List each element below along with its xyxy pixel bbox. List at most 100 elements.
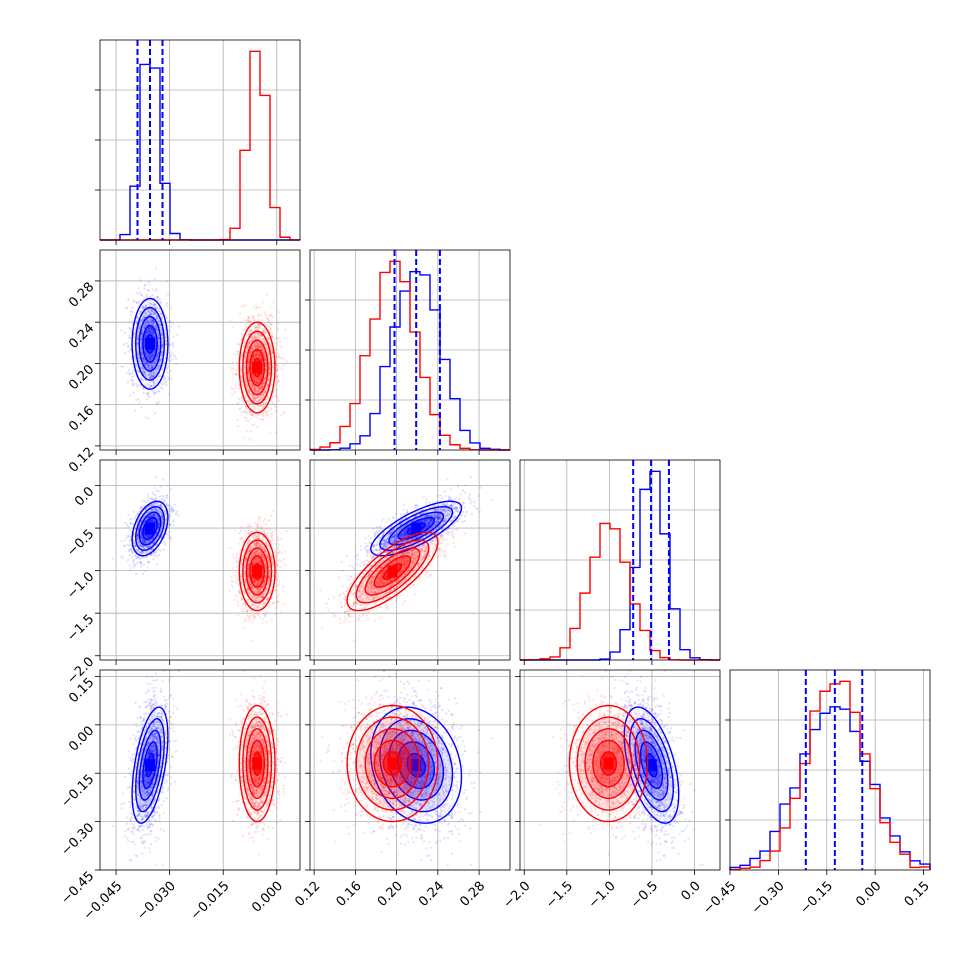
x-tick-label-2: −2.0 [501, 879, 534, 912]
histogram-1 [309, 260, 510, 451]
y-tick-label-3: 0.00 [66, 724, 97, 755]
y-tick-label-2: 0.0 [72, 484, 97, 509]
density-peak-0 [411, 759, 422, 772]
scatter-points-0 [340, 669, 493, 867]
contour-1 [355, 716, 430, 811]
contour-0 [138, 315, 162, 372]
contour-0 [370, 706, 463, 824]
x-tick-label-1: 0.28 [457, 879, 488, 910]
contour-0 [131, 500, 169, 557]
panel-3-2 [515, 669, 721, 875]
x-tick-label-3: −0.15 [797, 879, 836, 918]
y-tick-label-2: −1.0 [64, 569, 97, 602]
x-tick-label-3: −0.30 [749, 879, 788, 918]
histogram-0 [520, 470, 720, 661]
density-peak-1 [603, 757, 614, 770]
y-tick-label-1: 0.16 [66, 403, 97, 434]
contour-1 [242, 716, 273, 811]
y-tick-label-1: 0.20 [66, 362, 97, 393]
histogram-0 [310, 270, 510, 451]
y-tick-label-1: 0.12 [66, 445, 97, 476]
contour-1 [249, 739, 265, 788]
x-tick-label-1: 0.12 [292, 879, 323, 910]
panel-3-0 [95, 669, 301, 875]
contour-0 [406, 752, 427, 778]
y-tick-label-3: −0.30 [59, 820, 98, 859]
x-tick-label-2: −1.0 [586, 879, 619, 912]
contour-1 [364, 547, 421, 596]
contour-1 [238, 321, 276, 414]
contour-1 [238, 531, 276, 612]
contour-1 [249, 348, 265, 387]
x-tick-label-1: 0.20 [375, 879, 406, 910]
histogram-1 [729, 680, 931, 871]
contour-0 [142, 516, 158, 541]
contour-0 [134, 505, 166, 552]
contour-1 [592, 739, 625, 788]
density-peak-0 [145, 337, 155, 350]
y-tick-label-1: 0.24 [66, 321, 97, 352]
contour-1 [245, 339, 269, 396]
panel-frame [99, 249, 301, 451]
density-peak-1 [252, 757, 263, 770]
contour-0 [131, 297, 169, 390]
contour-0 [131, 706, 169, 824]
x-tick-label-3: −0.45 [701, 879, 740, 918]
x-tick-label-0: 0.000 [249, 879, 286, 916]
contour-1 [373, 739, 412, 788]
x-tick-label-1: 0.16 [334, 879, 365, 910]
contour-0 [634, 729, 669, 801]
panel-3-1 [305, 669, 511, 875]
contour-1 [364, 727, 421, 800]
contour-0 [397, 516, 436, 541]
contour-0 [142, 324, 158, 363]
contour-0 [379, 505, 454, 551]
x-tick-label-2: −0.5 [628, 879, 661, 912]
x-tick-label-3: 0.15 [902, 879, 933, 910]
contour-1 [382, 751, 403, 776]
panel-0-0 [95, 39, 301, 245]
contour-0 [138, 511, 162, 546]
contour-0 [142, 741, 158, 790]
density-peak-1 [387, 757, 398, 770]
panel-frame [309, 669, 511, 871]
x-tick-label-0: −0.015 [188, 879, 233, 924]
contour-0 [134, 306, 166, 381]
contour-0 [379, 717, 454, 813]
contour-0 [639, 741, 664, 790]
panel-frame [309, 459, 511, 661]
density-peak-0 [145, 759, 155, 772]
x-tick-label-1: 0.24 [416, 879, 447, 910]
density-peak-1 [252, 565, 263, 578]
contour-1 [584, 727, 633, 800]
y-tick-label-2: −0.5 [64, 527, 97, 560]
contour-1 [346, 531, 439, 612]
panel-2-2 [515, 459, 721, 665]
contour-1 [576, 716, 641, 811]
contour-0 [138, 729, 162, 801]
contour-1 [238, 704, 276, 823]
density-peak-1 [252, 361, 263, 374]
contour-0 [388, 511, 445, 546]
panel-3-3 [725, 669, 931, 875]
panel-frame [99, 459, 301, 661]
density-peak-1 [387, 565, 398, 578]
contour-0 [623, 706, 680, 824]
contour-1 [245, 547, 269, 596]
contour-0 [370, 500, 463, 557]
contour-1 [355, 539, 430, 604]
contour-1 [249, 555, 265, 588]
y-tick-label-2: −1.5 [64, 612, 97, 645]
x-tick-label-3: 0.00 [853, 879, 884, 910]
density-peak-0 [646, 759, 657, 772]
contour-1 [600, 751, 617, 776]
x-tick-label-2: −1.5 [543, 879, 576, 912]
contour-1 [568, 704, 649, 823]
contour-0 [134, 717, 166, 813]
panel-1-1 [305, 249, 511, 455]
x-tick-label-0: −0.030 [134, 879, 179, 924]
x-tick-label-2: 0.0 [679, 879, 704, 904]
panel-frame [99, 669, 301, 871]
contour-1 [245, 727, 269, 800]
